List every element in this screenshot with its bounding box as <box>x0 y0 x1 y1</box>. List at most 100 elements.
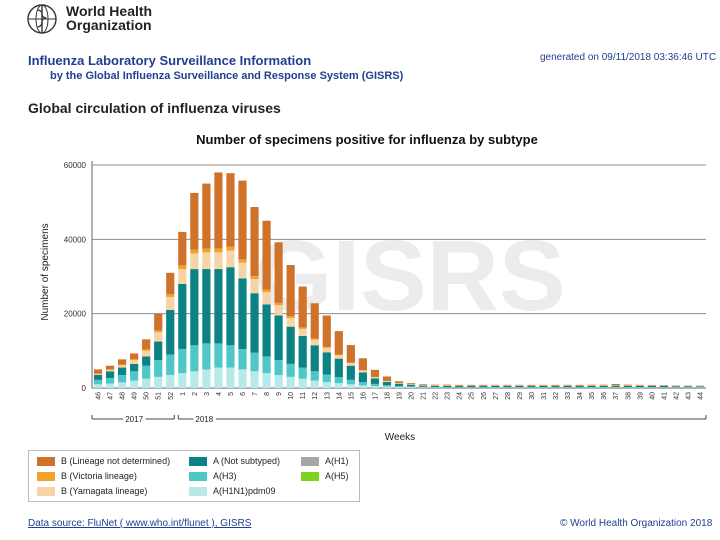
x-tick-label: 51 <box>156 392 163 400</box>
bar-segment <box>418 386 428 388</box>
bar-segment <box>118 364 127 366</box>
bar-segment <box>178 283 187 349</box>
bar-segment <box>527 384 536 386</box>
x-tick-label: 39 <box>637 392 644 400</box>
data-source-link[interactable]: Data source: FluNet ( www.who.int/flunet… <box>28 518 252 529</box>
bar-segment <box>659 387 668 388</box>
bar-segment <box>250 352 259 372</box>
bar-segment <box>130 371 139 381</box>
x-tick-label: 27 <box>493 392 500 400</box>
x-tick-label: 21 <box>421 392 428 400</box>
bar-segment <box>93 373 103 375</box>
legend-swatch <box>37 486 55 496</box>
bar-segment <box>370 378 380 384</box>
legend-label: A(H3) <box>213 471 237 481</box>
x-tick-label: 14 <box>336 392 343 400</box>
org-line-2: Organization <box>66 17 152 33</box>
bar-segment <box>178 265 187 270</box>
bar-segment <box>382 385 392 387</box>
bar-segment <box>190 253 199 270</box>
x-tick-label: 33 <box>565 392 572 400</box>
bar-segment <box>322 352 331 375</box>
bar-segment <box>286 376 295 388</box>
legend-label: A(H5) <box>325 471 349 481</box>
chart-title: Number of specimens positive for influen… <box>196 132 538 147</box>
bar-segment <box>503 385 512 387</box>
bar-segment <box>202 248 211 253</box>
bar-segment <box>443 387 452 388</box>
bar-segment <box>575 385 584 388</box>
bar-segment <box>503 384 512 386</box>
bar-segment <box>226 250 235 268</box>
bar-segment <box>286 363 295 377</box>
bar-segment <box>346 379 355 385</box>
x-tick-label: 22 <box>433 392 440 400</box>
x-tick-label: 31 <box>541 392 548 400</box>
bar-segment <box>178 348 187 374</box>
legend-item-a-not-subtyped: A (Not subtyped) <box>189 456 280 466</box>
bar-segment <box>105 383 115 388</box>
x-tick-label: 34 <box>577 392 584 400</box>
bar-segment <box>334 354 343 356</box>
bar-segment <box>491 384 500 386</box>
x-tick-label: 25 <box>469 392 476 400</box>
x-tick-label: 6 <box>240 392 247 396</box>
bar-segment <box>467 385 476 388</box>
bar-segment <box>623 385 632 387</box>
bar-segment <box>298 335 307 368</box>
bar-segment <box>274 315 283 361</box>
bar-segment <box>370 386 380 388</box>
bar-segment <box>226 173 235 247</box>
bar-segment <box>563 384 572 386</box>
legend-label: B (Yamagata lineage) <box>61 486 148 496</box>
bar-segment <box>154 332 163 342</box>
bar-segment <box>130 360 139 364</box>
bar-segment <box>118 374 127 383</box>
x-tick-label: 8 <box>264 392 271 396</box>
legend-swatch <box>189 471 207 481</box>
bar-segment <box>166 272 175 294</box>
bar-segment <box>394 383 404 386</box>
bar-segment <box>226 367 235 388</box>
bar-segment <box>563 385 572 388</box>
bar-segment <box>238 180 247 260</box>
year-label-bg <box>193 415 216 424</box>
bar-segment <box>178 231 187 266</box>
x-tick-label: 26 <box>481 392 488 400</box>
bar-segment <box>647 387 656 388</box>
bar-segment <box>358 382 367 386</box>
bar-segment <box>250 207 259 277</box>
bar-segment <box>539 387 548 388</box>
bar-segment <box>370 383 380 387</box>
bar-segment <box>575 387 584 388</box>
bar-segment <box>298 378 307 388</box>
y-tick-label: 60000 <box>64 161 87 170</box>
bar-segment <box>334 377 343 384</box>
legend-swatch <box>189 456 207 466</box>
bar-segment <box>334 358 343 378</box>
bar-segment <box>539 384 548 386</box>
bar-segment <box>431 387 440 388</box>
bar-segment <box>166 293 175 297</box>
bar-segment <box>334 331 343 355</box>
bar-segment <box>346 384 355 388</box>
bar-segment <box>286 316 295 319</box>
bar-segment <box>575 384 584 386</box>
bar-segment <box>322 382 331 388</box>
bar-segment <box>214 343 223 368</box>
org-line-1: World Health <box>66 3 153 19</box>
x-tick-label: 30 <box>529 392 536 400</box>
bar-segment <box>418 387 428 388</box>
bar-segment <box>346 362 355 364</box>
bar-segment <box>190 192 199 250</box>
report-title: Influenza Laboratory Surveillance Inform… <box>28 53 312 68</box>
bar-segment <box>406 386 416 388</box>
x-tick-label: 24 <box>457 392 464 400</box>
bar-segment <box>130 359 139 361</box>
bar-segment <box>286 264 295 317</box>
bar-segment <box>262 289 271 293</box>
bar-segment <box>310 371 319 381</box>
x-tick-label: 50 <box>144 392 151 400</box>
bar-segment <box>250 293 259 353</box>
organization-name: World Health Organization <box>66 4 152 32</box>
